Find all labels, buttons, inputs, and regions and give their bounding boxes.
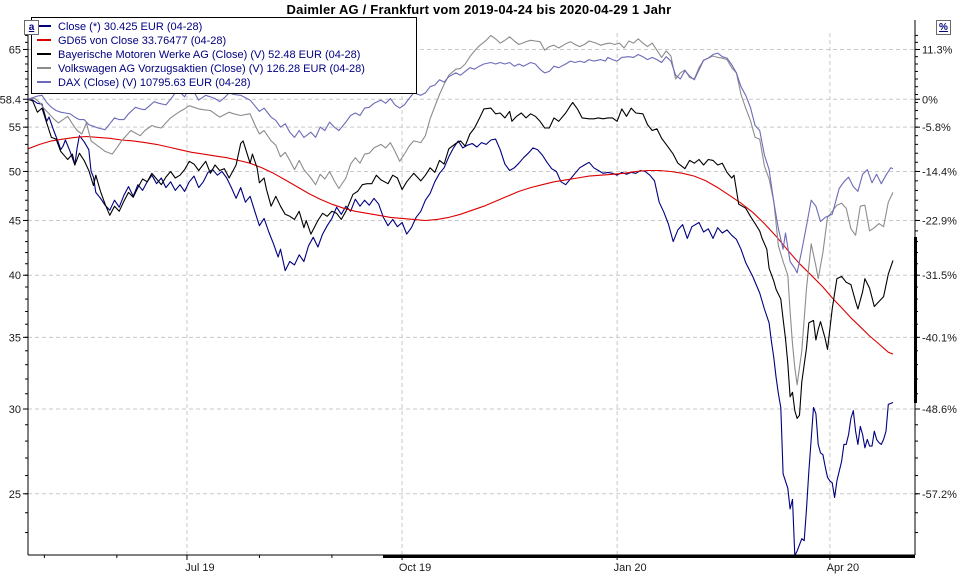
series-vw-line	[27, 34, 894, 386]
price-axis-label: 55	[9, 122, 21, 134]
legend-box: Close (*) 30.425 EUR (04-28) GD65 von Clo…	[31, 17, 417, 94]
legend-item-label: Bayerische Motoren Werke AG (Close) (V) …	[58, 49, 361, 61]
legend-line-sample-icon	[37, 39, 51, 42]
legend-item-3[interactable]: Volkswagen AG Vorzugsaktien (Close) (V) …	[36, 62, 412, 76]
legend-item-label: Close (*) 30.425 EUR (04-28)	[58, 21, 203, 33]
chart-title: Daimler AG / Frankfurt vom 2019-04-24 bi…	[286, 2, 672, 17]
price-axis-label: 40	[9, 270, 21, 282]
legend-item-2[interactable]: Bayerische Motoren Werke AG (Close) (V) …	[36, 48, 412, 62]
series-bmw-line	[27, 98, 894, 419]
pct-axis-label: 0%	[922, 94, 938, 106]
legend-item-label: Volkswagen AG Vorzugsaktien (Close) (V) …	[58, 63, 365, 75]
price-axis-label: 58.4	[0, 94, 21, 106]
time-axis-label: Apr 20	[827, 562, 859, 574]
legend-line-sample-icon	[37, 67, 51, 70]
legend-item-4[interactable]: DAX (Close) (V) 10795.63 EUR (04-28)	[36, 76, 412, 90]
series-dax-line	[27, 52, 894, 274]
left-axis-mode-button[interactable]: a	[24, 20, 39, 35]
pct-axis-label: -5.8%	[922, 122, 951, 134]
legend-item-1[interactable]: GD65 von Close 33.76477 (04-28)	[36, 34, 412, 48]
pct-axis-label: -22.9%	[922, 215, 957, 227]
horizontal-scrollbar-thumb[interactable]	[383, 555, 915, 558]
price-axis-label: 50	[9, 166, 21, 178]
pct-axis-label: -14.4%	[922, 166, 957, 178]
time-axis-label: Jan 20	[614, 562, 647, 574]
series-daimler-close-line	[27, 98, 894, 556]
right-axis-mode-button[interactable]: %	[936, 20, 951, 35]
time-axis-label: Oct 19	[399, 562, 431, 574]
price-axis-label: 65	[9, 44, 21, 56]
legend-line-sample-icon	[37, 81, 51, 84]
legend-line-sample-icon	[37, 53, 51, 56]
price-axis-label: 45	[9, 215, 21, 227]
pct-axis-label: -31.5%	[922, 270, 957, 282]
legend-line-sample-icon	[37, 25, 51, 28]
pct-axis-label: -40.1%	[922, 332, 957, 344]
pct-axis-label: 11.3%	[922, 44, 953, 56]
series-gd65-line	[27, 135, 894, 355]
price-axis-label: 35	[9, 332, 21, 344]
vertical-scrollbar-thumb[interactable]	[914, 237, 917, 403]
time-axis-label: Jul 19	[185, 562, 214, 574]
pct-axis-label: -57.2%	[922, 489, 957, 501]
legend-item-label: GD65 von Close 33.76477 (04-28)	[58, 35, 227, 47]
legend-item-0[interactable]: Close (*) 30.425 EUR (04-28)	[36, 20, 412, 34]
price-axis-label: 30	[9, 404, 21, 416]
pct-axis-label: -48.6%	[922, 404, 957, 416]
price-axis-label: 25	[9, 489, 21, 501]
legend-item-label: DAX (Close) (V) 10795.63 EUR (04-28)	[58, 77, 251, 89]
